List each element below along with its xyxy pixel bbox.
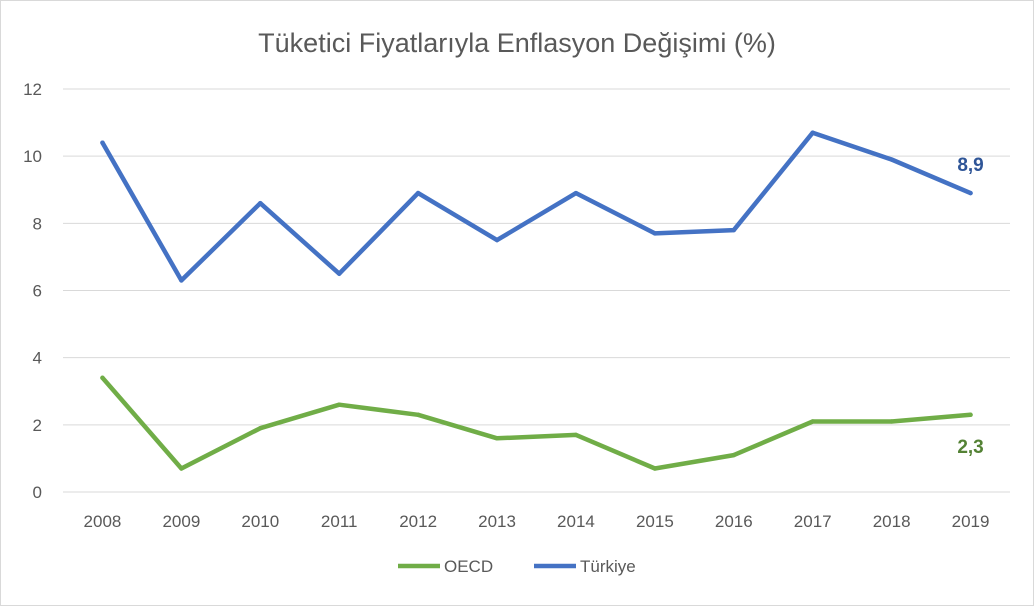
legend-label-türkiye: Türkiye <box>580 557 636 576</box>
y-tick-label: 12 <box>23 80 42 99</box>
data-point <box>337 402 342 407</box>
series-line-türkiye <box>100 130 973 283</box>
data-point <box>810 130 815 135</box>
x-tick-label: 2016 <box>715 512 753 531</box>
data-point <box>889 419 894 424</box>
data-point <box>258 425 263 431</box>
x-tick-label: 2018 <box>873 512 911 531</box>
series-lines <box>100 130 973 471</box>
data-point <box>415 412 421 417</box>
x-tick-label: 2013 <box>478 512 516 531</box>
data-label-türkiye: 8,9 <box>957 155 983 176</box>
x-tick-label: 2010 <box>241 512 279 531</box>
y-tick-label: 0 <box>33 483 42 502</box>
data-point <box>652 231 658 236</box>
y-tick-label: 8 <box>33 214 42 233</box>
data-point <box>573 432 579 438</box>
legend-label-oecd: OECD <box>444 557 493 576</box>
data-label-oecd: 2,3 <box>957 437 983 458</box>
data-point <box>652 466 658 471</box>
data-point <box>968 190 973 196</box>
y-axis-ticks: 0 2 4 6 8 10 12 <box>23 80 42 502</box>
data-point <box>494 436 500 441</box>
data-point <box>179 278 184 283</box>
series-line-oecd <box>100 375 973 471</box>
x-tick-label: 2019 <box>952 512 990 531</box>
x-tick-label: 2011 <box>321 512 358 531</box>
y-tick-label: 4 <box>33 349 42 368</box>
data-point <box>100 140 105 145</box>
x-tick-label: 2015 <box>636 512 674 531</box>
x-tick-label: 2008 <box>84 512 122 531</box>
data-point <box>179 466 184 471</box>
x-tick-label: 2012 <box>399 512 437 531</box>
data-point <box>494 237 500 243</box>
y-tick-label: 2 <box>33 416 42 435</box>
data-point <box>731 452 736 458</box>
gridlines <box>63 88 1010 493</box>
legend: OECD Türkiye <box>398 557 636 576</box>
x-axis-ticks: 2008 2009 2010 2011 2012 2013 2014 2015 2016 2017… <box>84 512 990 531</box>
data-point <box>889 157 894 162</box>
chart-title: Tüketici Fiyatlarıyla Enflasyon Değişimi… <box>258 28 776 58</box>
data-point <box>968 412 973 417</box>
x-tick-label: 2017 <box>794 512 832 531</box>
data-point <box>258 200 263 206</box>
data-point <box>415 190 421 196</box>
data-point <box>100 375 105 381</box>
data-point <box>573 190 579 196</box>
data-point <box>337 271 342 276</box>
data-point <box>731 227 736 233</box>
x-tick-label: 2014 <box>557 512 595 531</box>
y-tick-label: 10 <box>23 147 42 166</box>
data-point <box>810 419 815 424</box>
y-tick-label: 6 <box>33 282 42 301</box>
x-tick-label: 2009 <box>162 512 200 531</box>
data-labels: 2,3 8,9 <box>957 155 983 458</box>
